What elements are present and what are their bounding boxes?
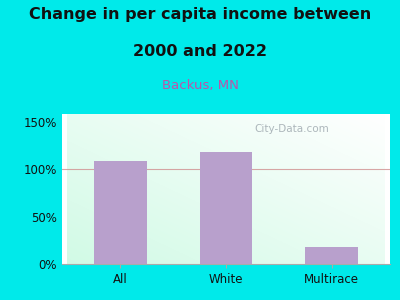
Text: 2000 and 2022: 2000 and 2022 [133, 44, 267, 59]
Text: Backus, MN: Backus, MN [162, 80, 238, 92]
Bar [200, 152, 252, 264]
Text: City-Data.com: City-Data.com [254, 124, 329, 134]
Text: Change in per capita income between: Change in per capita income between [29, 8, 371, 22]
Bar [305, 247, 358, 264]
Bar [94, 161, 147, 264]
